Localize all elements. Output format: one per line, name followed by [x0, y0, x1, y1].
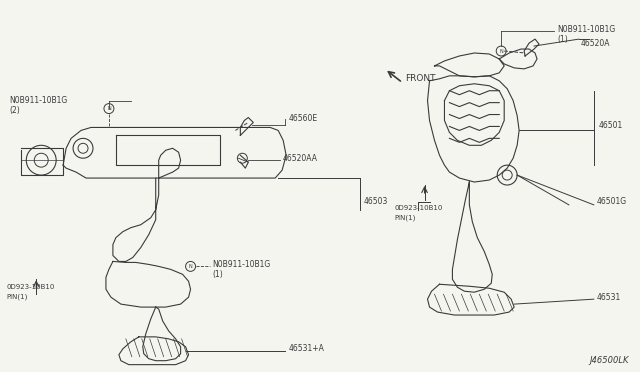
Text: 0D923-10B10: 0D923-10B10 [6, 284, 55, 290]
Text: 46503: 46503 [364, 198, 388, 206]
Text: FRONT: FRONT [404, 74, 435, 83]
Text: (1): (1) [557, 35, 568, 44]
Text: 46560E: 46560E [288, 114, 317, 123]
Text: PIN(1): PIN(1) [6, 294, 28, 301]
Text: 46531+A: 46531+A [288, 344, 324, 353]
Text: N: N [107, 106, 111, 111]
Text: N0B911-10B1G: N0B911-10B1G [212, 260, 271, 269]
Text: N: N [499, 48, 503, 54]
Text: 46501: 46501 [599, 121, 623, 130]
Text: (2): (2) [10, 106, 20, 115]
Text: N0B911-10B1G: N0B911-10B1G [557, 25, 615, 34]
Text: (1): (1) [212, 270, 223, 279]
Text: J46500LK: J46500LK [589, 356, 628, 365]
Text: 46531: 46531 [596, 293, 621, 302]
Text: 46501G: 46501G [596, 198, 627, 206]
Text: 0D923-10B10: 0D923-10B10 [395, 205, 443, 211]
Text: PIN(1): PIN(1) [395, 215, 416, 221]
Text: 46520A: 46520A [581, 39, 611, 48]
Text: N0B911-10B1G: N0B911-10B1G [10, 96, 68, 105]
Text: 46520AA: 46520AA [282, 154, 317, 163]
Text: N: N [189, 264, 193, 269]
